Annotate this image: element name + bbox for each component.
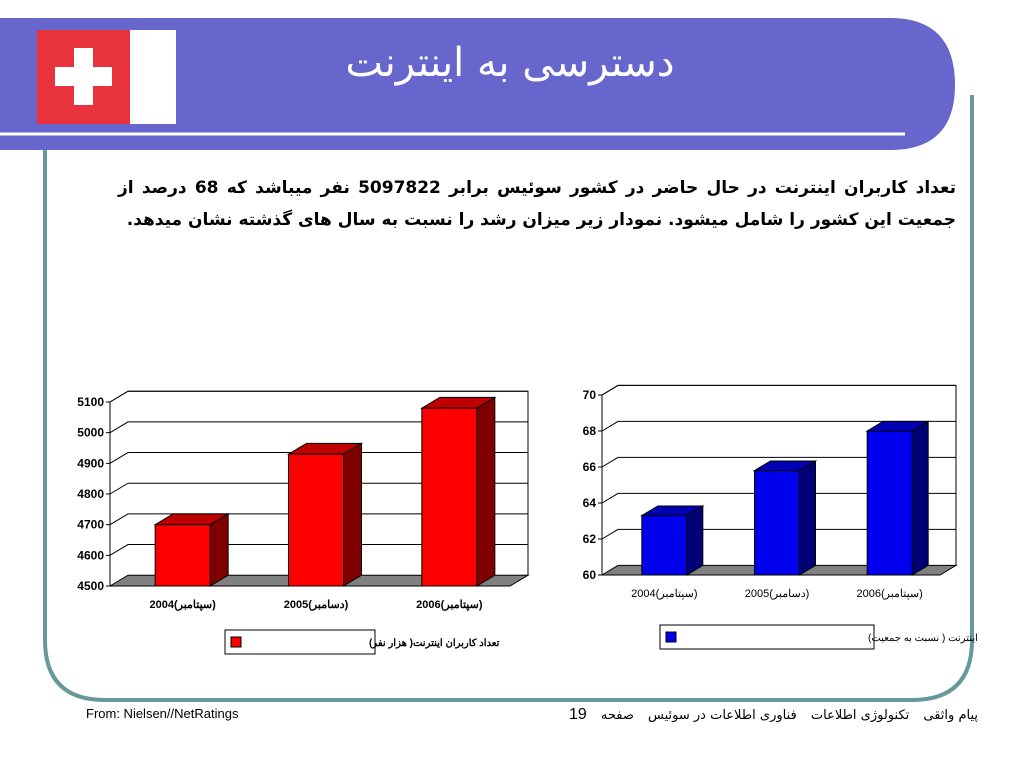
y-tick-label: 60 <box>583 568 597 582</box>
bar-side <box>799 460 816 576</box>
chart-internet-users: 4500 4600 4700 4800 4900 5000 5100 2004(سپتامبر… <box>77 390 530 655</box>
y-tick-label: 4700 <box>77 518 104 532</box>
y-tick-label: 4900 <box>77 456 104 470</box>
footer-course: تکنولوژی اطلاعات <box>810 708 910 723</box>
bar-side <box>343 442 362 587</box>
grid-line <box>109 513 528 526</box>
y-tick-label: 68 <box>583 424 597 438</box>
grid-line <box>109 482 528 495</box>
category-label: 2005(دسامبر) <box>745 588 810 600</box>
category-label: 2006(سپتامبر) <box>416 599 483 611</box>
y-tick-label: 64 <box>583 496 597 510</box>
legend-swatch <box>230 636 242 648</box>
category-label: 2004(سپتامبر) <box>150 599 217 611</box>
title-banner <box>0 18 955 150</box>
category-label: 2004(سپتامبر) <box>631 588 697 600</box>
grid-line <box>109 544 528 556</box>
grid-line <box>601 456 956 468</box>
legend-label: درصد کاربران اینترنت ( نسبت به جمعیت) <box>868 633 980 644</box>
legend-label: تعداد کاربران اینترنت( هزار نفر) <box>369 638 500 649</box>
footer-page-label: صفحه <box>600 708 634 723</box>
slide-description: تعداد کاربران اینترنت در حال حاضر در کشو… <box>118 178 956 230</box>
content-border <box>43 95 974 702</box>
bar <box>866 430 913 576</box>
legend-box <box>224 629 376 655</box>
y-tick-label: 5000 <box>77 426 104 440</box>
bar <box>641 515 688 576</box>
bar-side <box>209 512 229 587</box>
bar-side <box>476 396 496 587</box>
footer-subject: فناوری اطلاعات در سوئیس <box>648 708 797 723</box>
bar-side <box>911 420 929 576</box>
chart-legend: تعداد کاربران اینترنت( هزار نفر) <box>224 629 500 655</box>
flag-cross-vertical <box>74 48 93 105</box>
footer-page-number: 19 <box>568 706 587 723</box>
bar <box>754 470 800 576</box>
y-tick-label: 5100 <box>77 395 104 409</box>
bar <box>421 407 478 587</box>
legend-swatch <box>665 631 677 643</box>
bar <box>288 453 344 587</box>
bar-side <box>686 505 704 576</box>
chart-legend: درصد کاربران اینترنت ( نسبت به جمعیت) <box>659 624 980 650</box>
slide-title: دسترسی به اینترنت <box>345 40 675 86</box>
legend-box <box>659 624 875 650</box>
category-label: 2006(سپتامبر) <box>857 588 923 600</box>
grid-line <box>601 492 956 504</box>
grid-line <box>601 384 956 396</box>
grid-line <box>109 390 528 403</box>
grid-line <box>601 528 956 540</box>
grid-line <box>109 421 528 434</box>
chart-internet-percent: 60 62 64 66 68 70 2004(سپتامبر) 2005(دسامبر) 200… <box>583 384 980 650</box>
y-tick-label: 62 <box>583 532 597 546</box>
y-tick-label: 70 <box>583 388 597 402</box>
y-tick-label: 66 <box>583 460 597 474</box>
flag-white-panel <box>130 30 176 124</box>
bar <box>154 524 211 587</box>
y-tick-label: 4500 <box>77 579 104 593</box>
slide-footer: پیام واثقی تکنولوژی اطلاعات فناوری اطلاع… <box>559 706 978 724</box>
footer-author: پیام واثقی <box>923 708 978 723</box>
y-tick-label: 4800 <box>77 487 104 501</box>
grid-line <box>109 452 528 464</box>
grid-line <box>601 420 956 432</box>
category-label: 2005(دسامبر) <box>284 599 349 611</box>
source-note: From: Nielsen//NetRatings <box>86 706 239 721</box>
y-tick-label: 4600 <box>77 548 104 562</box>
